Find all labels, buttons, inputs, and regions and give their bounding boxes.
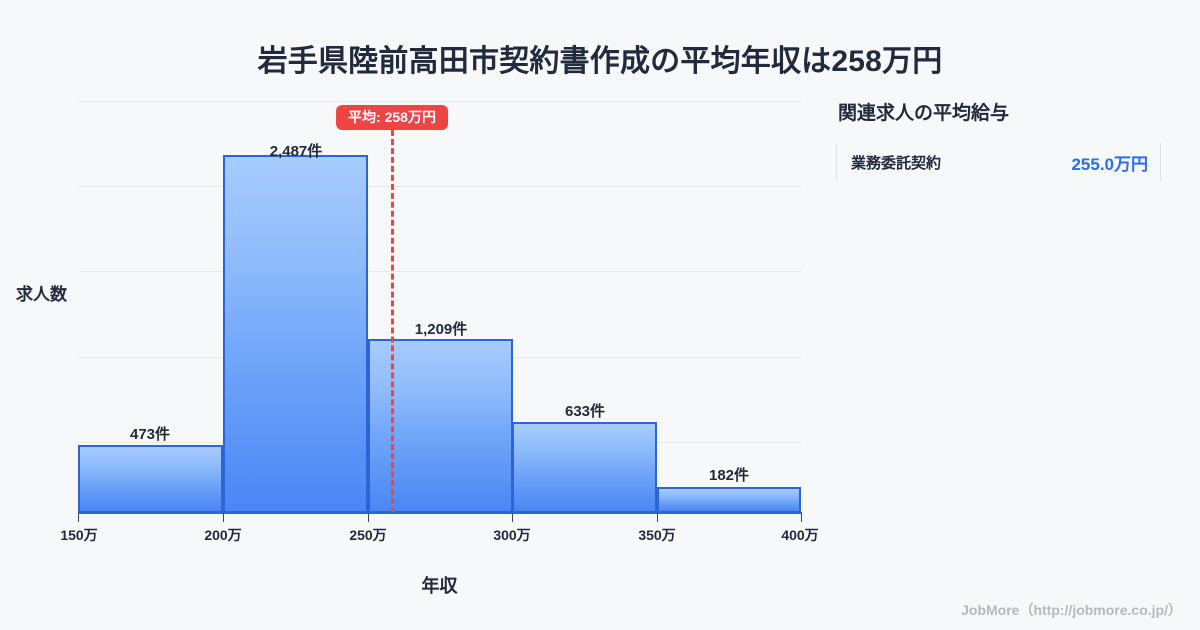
- x-tick-label-250: 250万: [349, 527, 387, 543]
- related-salary-row-value: 255.0万円: [1071, 154, 1148, 174]
- average-line: [391, 130, 394, 513]
- x-tick: [801, 513, 802, 522]
- y-axis-title: 求人数: [16, 285, 67, 304]
- x-tick: [657, 513, 658, 522]
- x-tick-label-150: 150万: [60, 527, 98, 543]
- x-tick: [512, 513, 513, 522]
- x-tick-label-300: 300万: [493, 527, 531, 543]
- gridline: [78, 186, 801, 187]
- watermark: JobMore（http://jobmore.co.jp/）: [961, 602, 1182, 618]
- bar-150-200[interactable]: [78, 445, 223, 513]
- x-axis-line: [78, 512, 802, 514]
- x-tick-label-400: 400万: [781, 527, 819, 543]
- bar-300-350[interactable]: [512, 422, 657, 513]
- histogram-chart: 473件 2,487件 1,209件 633件 182件 平均: 258万円 1…: [16, 96, 819, 596]
- related-salary-panel: 関連求人の平均給与 業務委託契約 255.0万円: [836, 98, 1176, 181]
- x-tick-label-350: 350万: [638, 527, 676, 543]
- gridline: [78, 271, 801, 272]
- gridline: [78, 101, 801, 102]
- bar-label-350-400: 182件: [708, 467, 750, 484]
- x-tick: [223, 513, 224, 522]
- bar-label-200-250: 2,487件: [269, 143, 323, 160]
- page-title: 岩手県陸前高田市契約書作成の平均年収は258万円: [257, 45, 943, 78]
- bar-250-300[interactable]: [368, 339, 513, 513]
- x-tick: [78, 513, 79, 522]
- plot-area: [78, 96, 801, 513]
- related-salary-row-label: 業務委託契約: [851, 154, 942, 172]
- bar-200-250[interactable]: [223, 155, 368, 513]
- related-salary-row[interactable]: 業務委託契約 255.0万円: [836, 143, 1161, 181]
- x-axis-title: 年収: [421, 576, 458, 596]
- bar-label-300-350: 633件: [564, 403, 606, 420]
- x-tick-label-200: 200万: [204, 527, 242, 543]
- average-badge: 平均: 258万円: [336, 105, 448, 130]
- related-salary-heading: 関連求人の平均給与: [838, 103, 1010, 124]
- bar-label-250-300: 1,209件: [414, 321, 468, 338]
- x-tick: [368, 513, 369, 522]
- bar-label-150-200: 473件: [129, 426, 171, 443]
- bar-350-400[interactable]: [657, 487, 801, 513]
